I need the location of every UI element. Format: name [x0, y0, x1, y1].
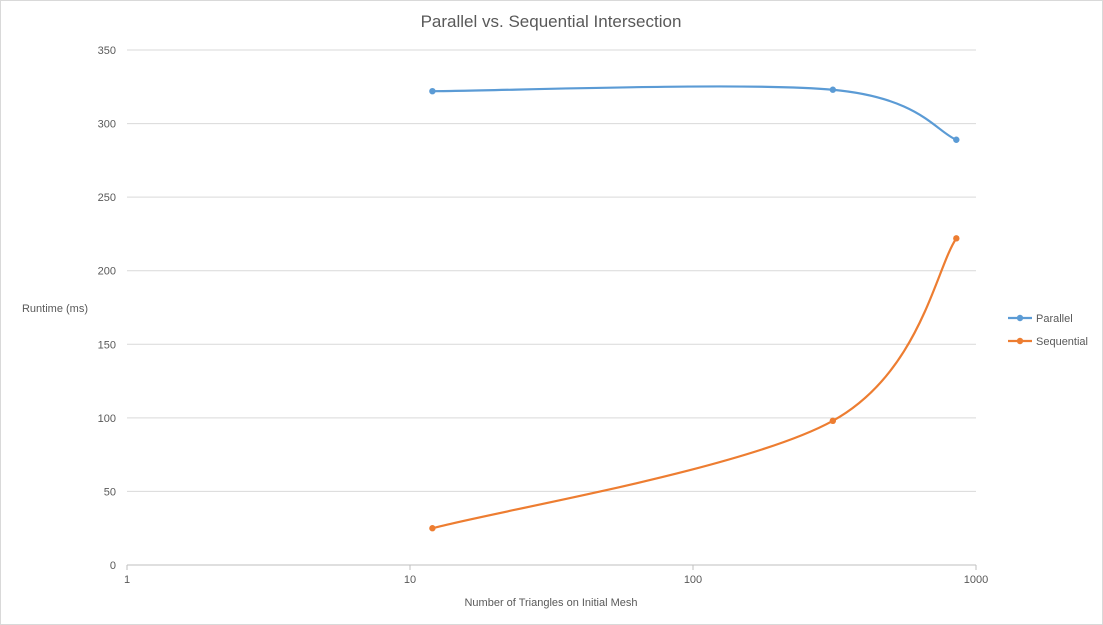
x-axis-label: Number of Triangles on Initial Mesh — [464, 597, 637, 609]
y-tick-label: 200 — [98, 266, 116, 278]
y-tick-label: 150 — [98, 339, 116, 351]
series-line-parallel — [431, 85, 958, 141]
y-tick-label: 250 — [98, 192, 116, 204]
y-axis-ticks: 0 50 100 150 200 250 300 350 — [98, 45, 116, 572]
data-point-parallel — [829, 86, 837, 93]
y-tick-label: 350 — [98, 45, 116, 57]
legend-marker-parallel — [1016, 314, 1024, 322]
legend-label-parallel: Parallel — [1036, 313, 1073, 325]
series-lines — [431, 85, 958, 530]
x-tick-label: 10 — [404, 574, 416, 586]
data-point-parallel — [429, 88, 436, 95]
data-point-sequential — [953, 235, 960, 242]
data-point-sequential — [829, 417, 837, 424]
x-tick-label: 100 — [684, 574, 702, 586]
x-axis-ticks: 1 10 100 1000 — [124, 574, 988, 586]
legend: Parallel Sequential — [1008, 313, 1088, 348]
y-tick-label: 300 — [98, 119, 116, 131]
data-point-sequential — [429, 525, 436, 532]
x-tick-label: 1000 — [964, 574, 988, 586]
y-axis-label: Runtime (ms) — [22, 303, 88, 315]
series-points — [429, 86, 960, 532]
y-tick-label: 0 — [110, 560, 116, 572]
y-tick-label: 100 — [98, 413, 116, 425]
y-tick-label: 50 — [104, 486, 116, 498]
axes — [126, 564, 977, 570]
x-tick-label: 1 — [124, 574, 130, 586]
gridlines — [127, 49, 976, 492]
legend-marker-sequential — [1016, 337, 1024, 345]
chart-title: Parallel vs. Sequential Intersection — [421, 12, 682, 31]
data-point-parallel — [953, 136, 960, 143]
legend-label-sequential: Sequential — [1036, 336, 1088, 348]
series-line-sequential — [431, 237, 958, 530]
